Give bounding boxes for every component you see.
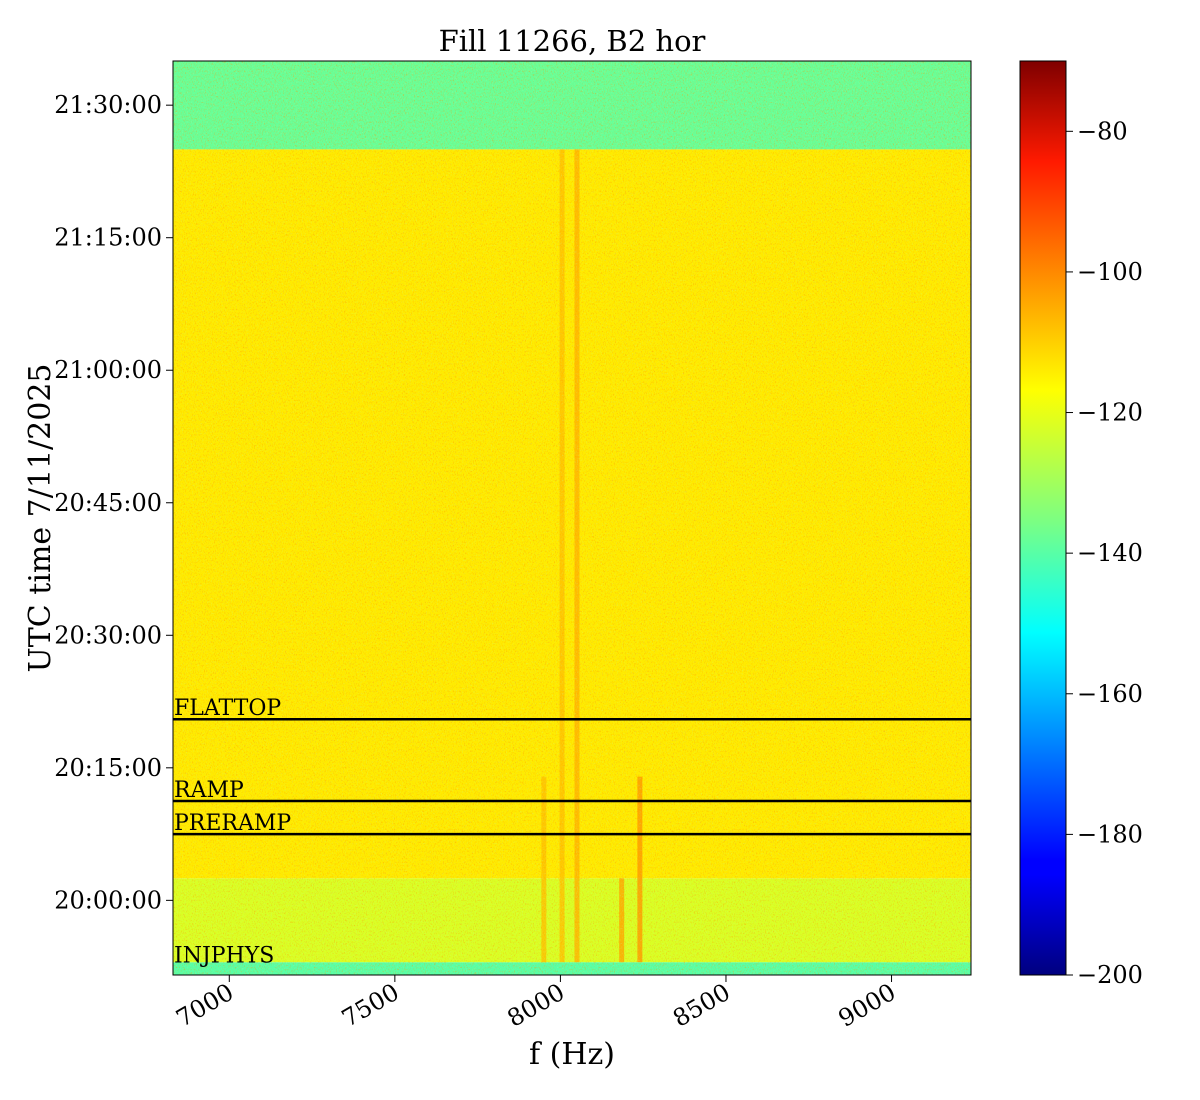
event-label: FLATTOP: [174, 696, 281, 721]
y-tick-label: 20:00:00: [54, 886, 162, 914]
plot-frame: [172, 60, 972, 976]
y-tick-label: 20:15:00: [54, 754, 162, 782]
colorbar-frame: [1019, 60, 1067, 976]
colorbar-gradient: [1020, 61, 1066, 975]
colorbar: −80 −100 −120 −140 −160 −180 −200: [1019, 60, 1143, 989]
y-tick-label: 21:30:00: [54, 91, 162, 119]
y-axis-label: UTC time 7/11/2025: [23, 364, 58, 673]
colorbar-tick-label: −120: [1077, 399, 1143, 427]
event-label: RAMP: [174, 778, 244, 803]
event-label: INJPHYS: [174, 944, 274, 969]
x-axis: 7000 7500 8000 8500 9000: [171, 975, 901, 1033]
colorbar-tick-label: −100: [1077, 258, 1143, 286]
x-tick-label: 9000: [834, 978, 901, 1033]
event-label: PRERAMP: [174, 811, 291, 836]
colorbar-tick-label: −180: [1077, 820, 1143, 848]
y-tick-label: 20:30:00: [54, 621, 162, 649]
colorbar-tick-label: −200: [1077, 961, 1143, 989]
noise-texture-green: [173, 61, 971, 975]
x-axis-label: f (Hz): [529, 1037, 615, 1072]
chart-title: Fill 11266, B2 hor: [439, 24, 706, 58]
spectrogram-plot-area: FLATTOP RAMP PRERAMP INJPHYS: [173, 61, 971, 975]
colorbar-tick-label: −160: [1077, 680, 1143, 708]
colorbar-tick-label: −80: [1077, 117, 1128, 145]
colorbar-tick-label: −140: [1077, 539, 1143, 567]
x-tick-label: 8500: [668, 978, 735, 1033]
x-tick-label: 7000: [171, 978, 238, 1033]
y-tick-label: 21:15:00: [54, 224, 162, 252]
y-tick-label: 21:00:00: [54, 356, 162, 384]
y-tick-label: 20:45:00: [54, 489, 162, 517]
y-axis: 20:00:00 20:15:00 20:30:00 20:45:00 21:00:00…: [54, 91, 173, 914]
x-tick-label: 7500: [337, 978, 404, 1033]
x-tick-label: 8000: [503, 978, 570, 1033]
